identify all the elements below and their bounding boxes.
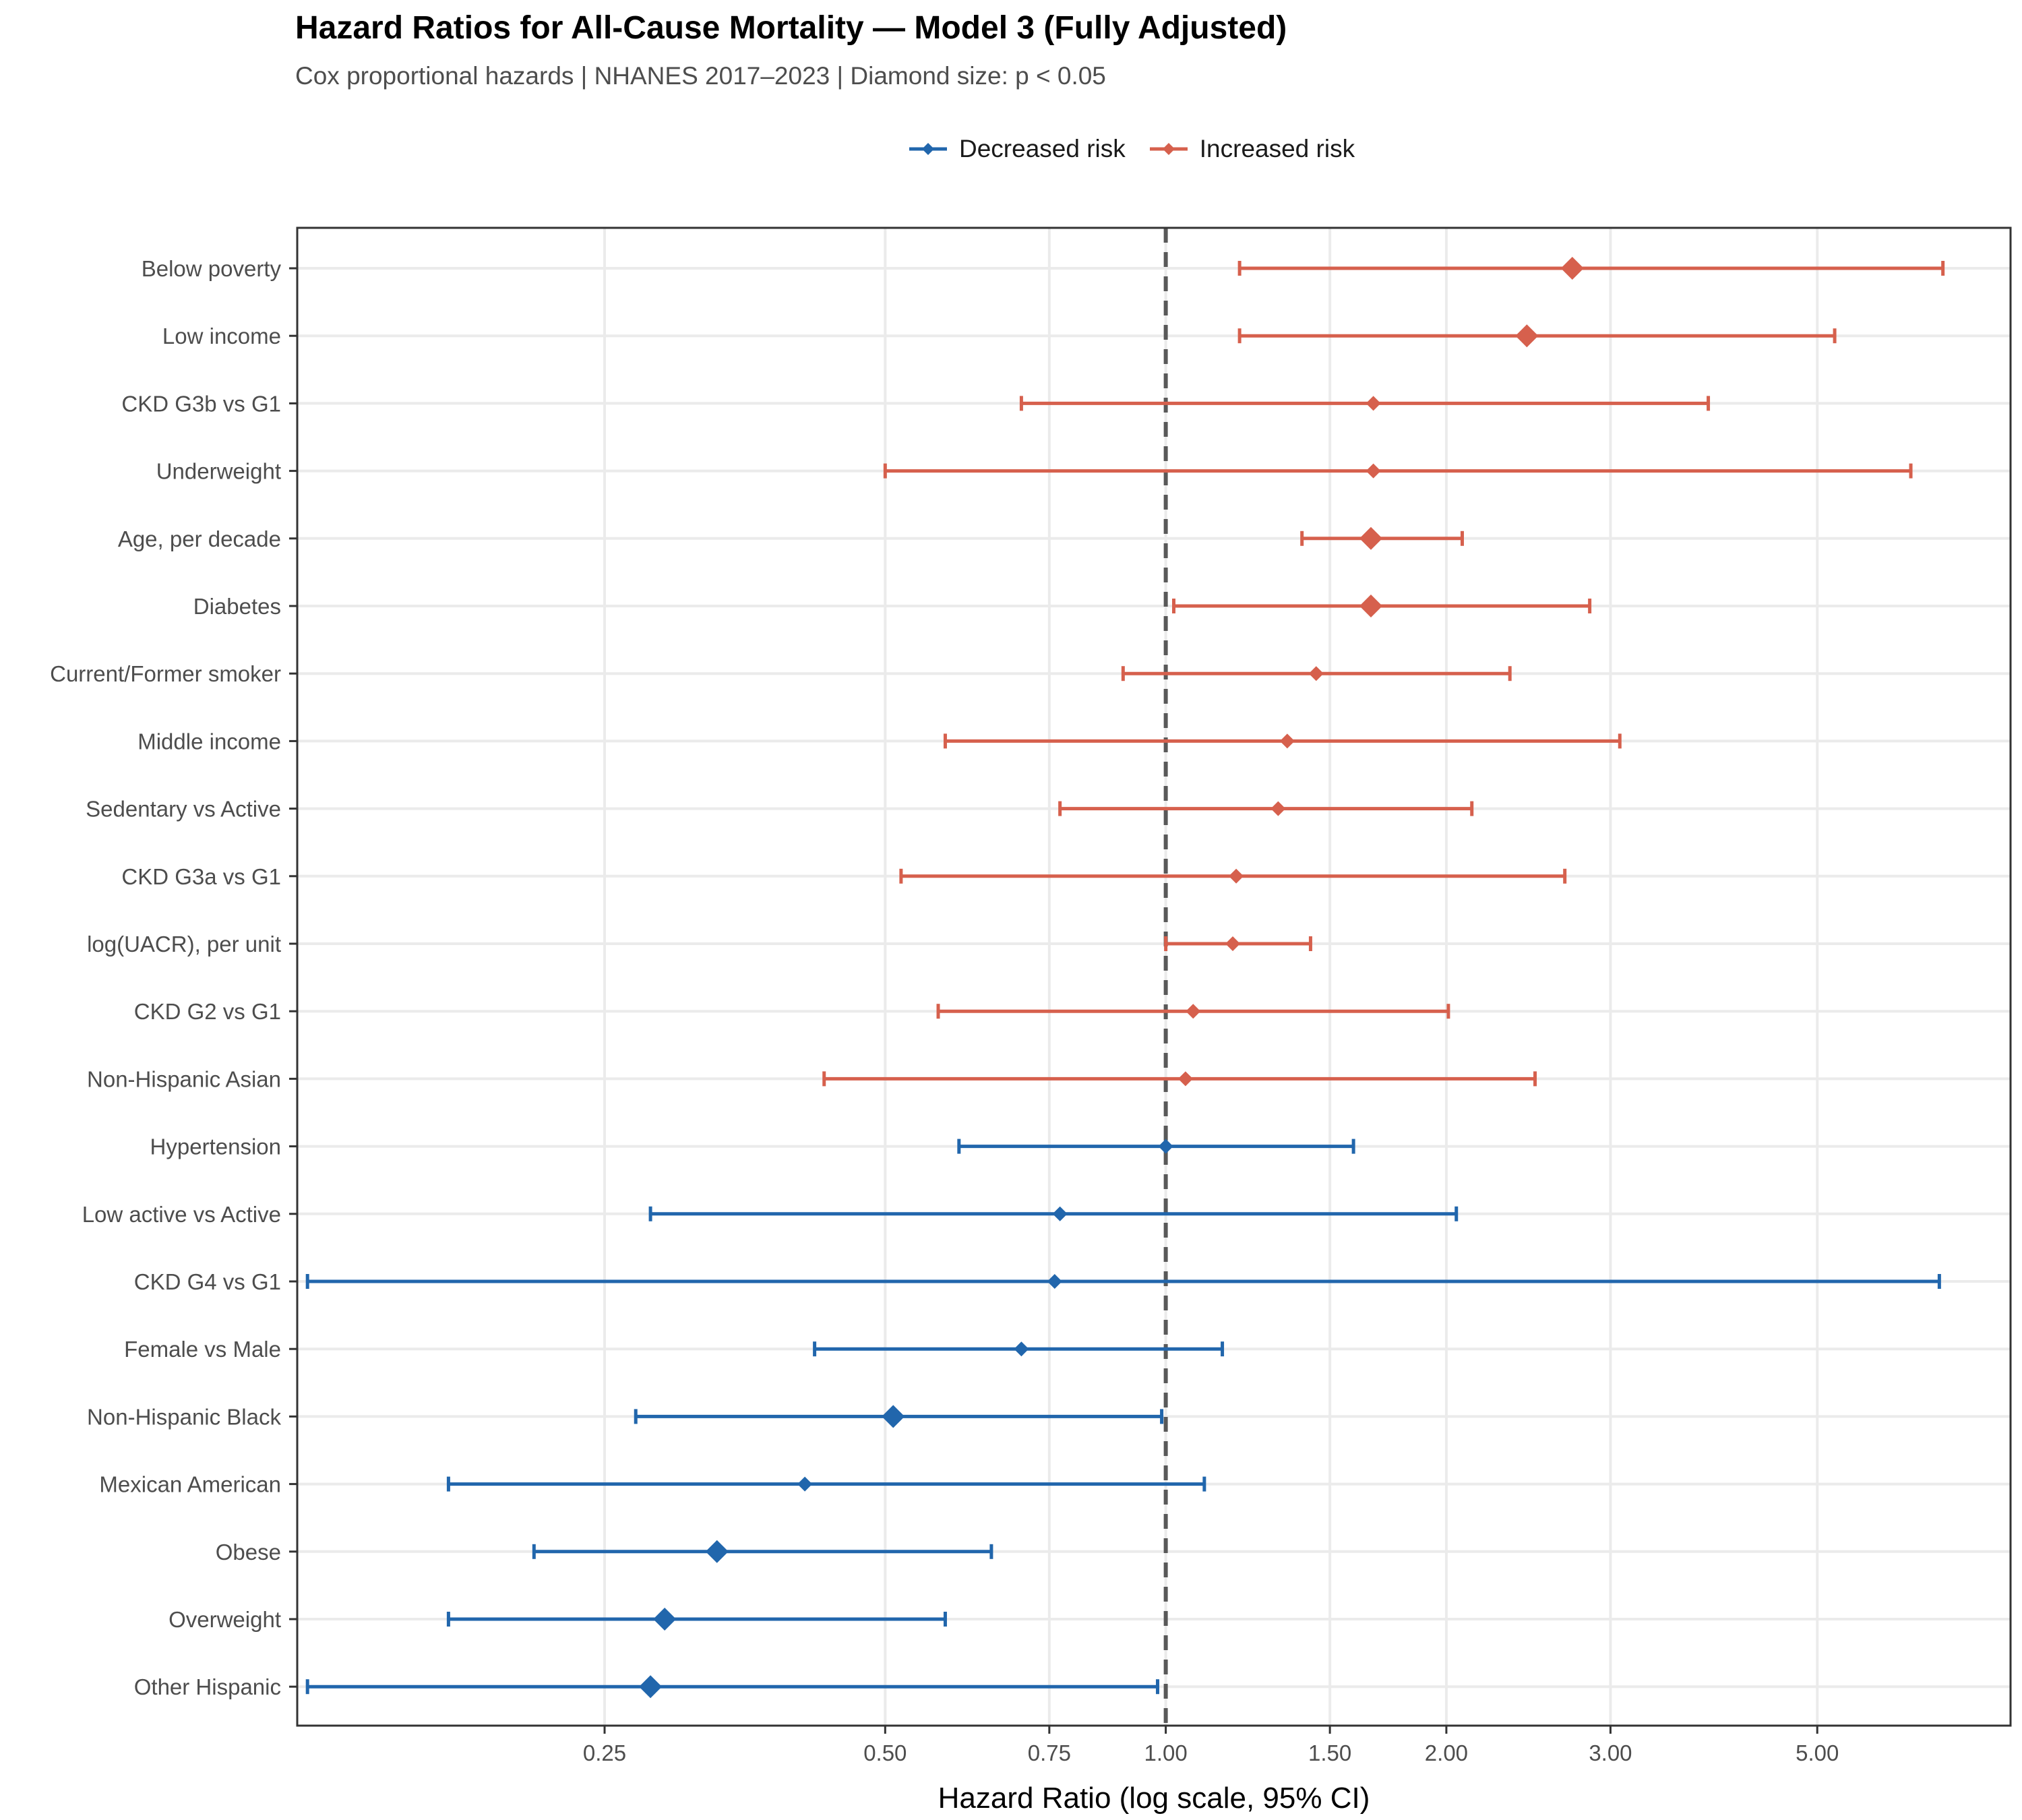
legend-item-increased: Increased risk <box>1147 135 1355 163</box>
y-tick-label: Underweight <box>156 459 281 484</box>
y-tick-label: Hypertension <box>150 1134 281 1159</box>
y-tick-label: Age, per decade <box>118 526 281 551</box>
hr-point-diamond <box>1359 595 1383 617</box>
y-tick-label: CKD G3b vs G1 <box>121 391 281 416</box>
hr-point-diamond <box>1177 1071 1193 1087</box>
plot-border <box>296 226 2012 1727</box>
x-axis-title: Hazard Ratio (log scale, 95% CI) <box>938 1782 1370 1815</box>
y-tick-label: Low income <box>162 324 281 348</box>
y-tick-label: Below poverty <box>142 256 282 281</box>
hr-point-diamond <box>1270 801 1286 816</box>
y-tick-label: Low active vs Active <box>82 1202 281 1227</box>
hr-point-diamond <box>1014 1341 1029 1357</box>
legend-label-decreased: Decreased risk <box>959 135 1126 162</box>
x-tick-label: 3.00 <box>1589 1740 1632 1765</box>
y-tick-label: Middle income <box>137 729 281 754</box>
y-tick-label: CKD G2 vs G1 <box>134 999 281 1024</box>
hr-point-diamond <box>1359 526 1383 550</box>
y-tick-label: CKD G4 vs G1 <box>134 1269 281 1294</box>
y-tick-label: Non-Hispanic Asian <box>87 1066 281 1091</box>
hr-point-diamond <box>1229 868 1244 884</box>
y-tick-label: Current/Former smoker <box>50 661 281 686</box>
y-tick-label: Sedentary vs Active <box>86 797 281 822</box>
hr-point-diamond <box>1308 666 1324 681</box>
hr-point-diamond <box>1366 463 1381 479</box>
x-tick-label: 5.00 <box>1796 1740 1839 1765</box>
x-tick-label: 0.50 <box>863 1740 907 1765</box>
plot-background <box>297 228 2011 1726</box>
legend: Decreased risk Increased risk <box>907 135 1376 163</box>
hr-point-diamond <box>797 1476 813 1492</box>
hr-point-diamond <box>1515 324 1539 348</box>
legend-key-decreased-icon <box>909 143 947 155</box>
chart-title: Hazard Ratios for All-Cause Mortality — … <box>295 10 1287 46</box>
y-tick-label: CKD G3a vs G1 <box>121 864 281 889</box>
legend-item-decreased: Decreased risk <box>907 135 1126 163</box>
y-tick-label: Non-Hispanic Black <box>87 1404 281 1429</box>
hr-point-diamond <box>1560 257 1584 280</box>
y-tick-label: Mexican American <box>99 1472 281 1497</box>
x-tick-label: 1.00 <box>1144 1740 1188 1765</box>
hr-point-diamond <box>1279 733 1295 749</box>
hr-point-diamond <box>882 1405 905 1428</box>
chart-subtitle: Cox proportional hazards | NHANES 2017–2… <box>295 62 1106 90</box>
hr-point-diamond <box>1052 1206 1068 1221</box>
hr-point-diamond <box>653 1608 677 1631</box>
hr-point-diamond <box>1366 396 1381 411</box>
hr-point-diamond <box>639 1675 663 1699</box>
hr-point-diamond <box>1158 1139 1173 1154</box>
hr-point-diamond <box>1225 936 1241 951</box>
hr-point-diamond <box>1047 1274 1062 1289</box>
y-tick-label: Other Hispanic <box>134 1674 281 1699</box>
hr-point-diamond <box>705 1540 729 1563</box>
x-tick-label: 0.25 <box>583 1740 626 1765</box>
x-tick-label: 2.00 <box>1425 1740 1468 1765</box>
y-tick-label: Female vs Male <box>124 1337 281 1362</box>
y-tick-label: log(UACR), per unit <box>87 932 281 957</box>
legend-key-increased-icon <box>1149 143 1188 155</box>
legend-label-increased: Increased risk <box>1199 135 1355 162</box>
y-tick-label: Diabetes <box>193 594 281 619</box>
y-tick-label: Overweight <box>168 1607 281 1632</box>
x-tick-label: 1.50 <box>1308 1740 1351 1765</box>
hr-point-diamond <box>1186 1004 1201 1019</box>
x-tick-label: 0.75 <box>1028 1740 1071 1765</box>
y-tick-label: Obese <box>216 1540 281 1565</box>
